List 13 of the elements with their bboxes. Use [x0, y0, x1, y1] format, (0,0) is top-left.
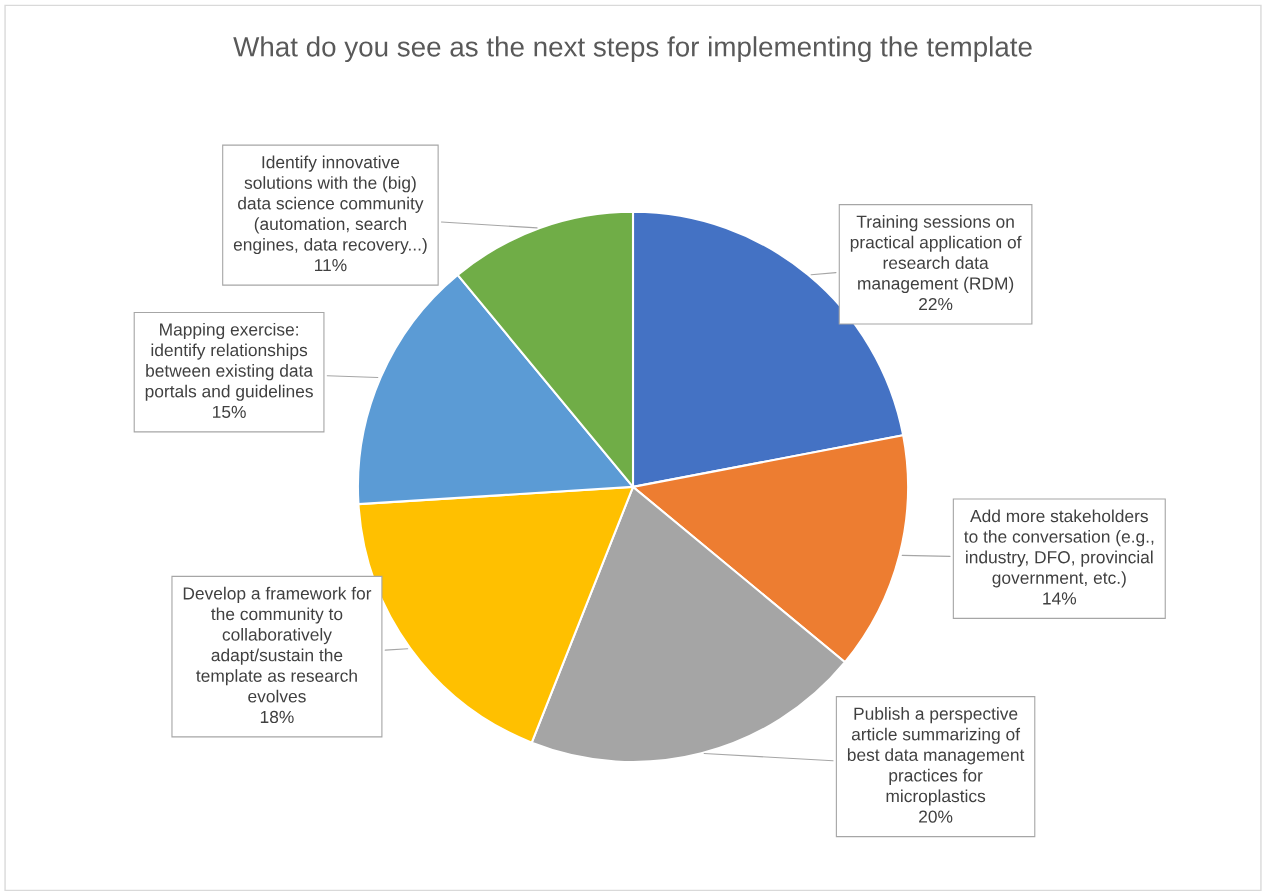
data-label: 15%: [213, 405, 246, 419]
slice-label: Identify innovative solutions with the (big) data science community (automation, search engines, data recovery...): [233, 155, 427, 255]
slice-label: Training sessions on practical application of research data management (RDM): [850, 215, 1022, 294]
data-label: 11%: [315, 259, 347, 272]
data-label: 20%: [919, 810, 953, 823]
data-label: 14%: [1043, 592, 1077, 605]
slice-label: Add more stakeholders to the conversation (e.g., industry, DFO, provincial government, etc.): [964, 509, 1154, 588]
data-label: 22%: [919, 297, 953, 311]
slice-label: Publish a perspective article summarizing of best data management practices for microplastics: [847, 707, 1025, 806]
chart-title: What do you see as the next steps for implementing the template: [233, 36, 1032, 63]
data-label: 18%: [260, 710, 294, 724]
slice-label: Mapping exercise: identify relationships between existing data portals and guidelines: [145, 322, 314, 401]
slice-label: Develop a framework for the community to collaboratively adapt/sustain the template as research evolves: [183, 586, 372, 703]
